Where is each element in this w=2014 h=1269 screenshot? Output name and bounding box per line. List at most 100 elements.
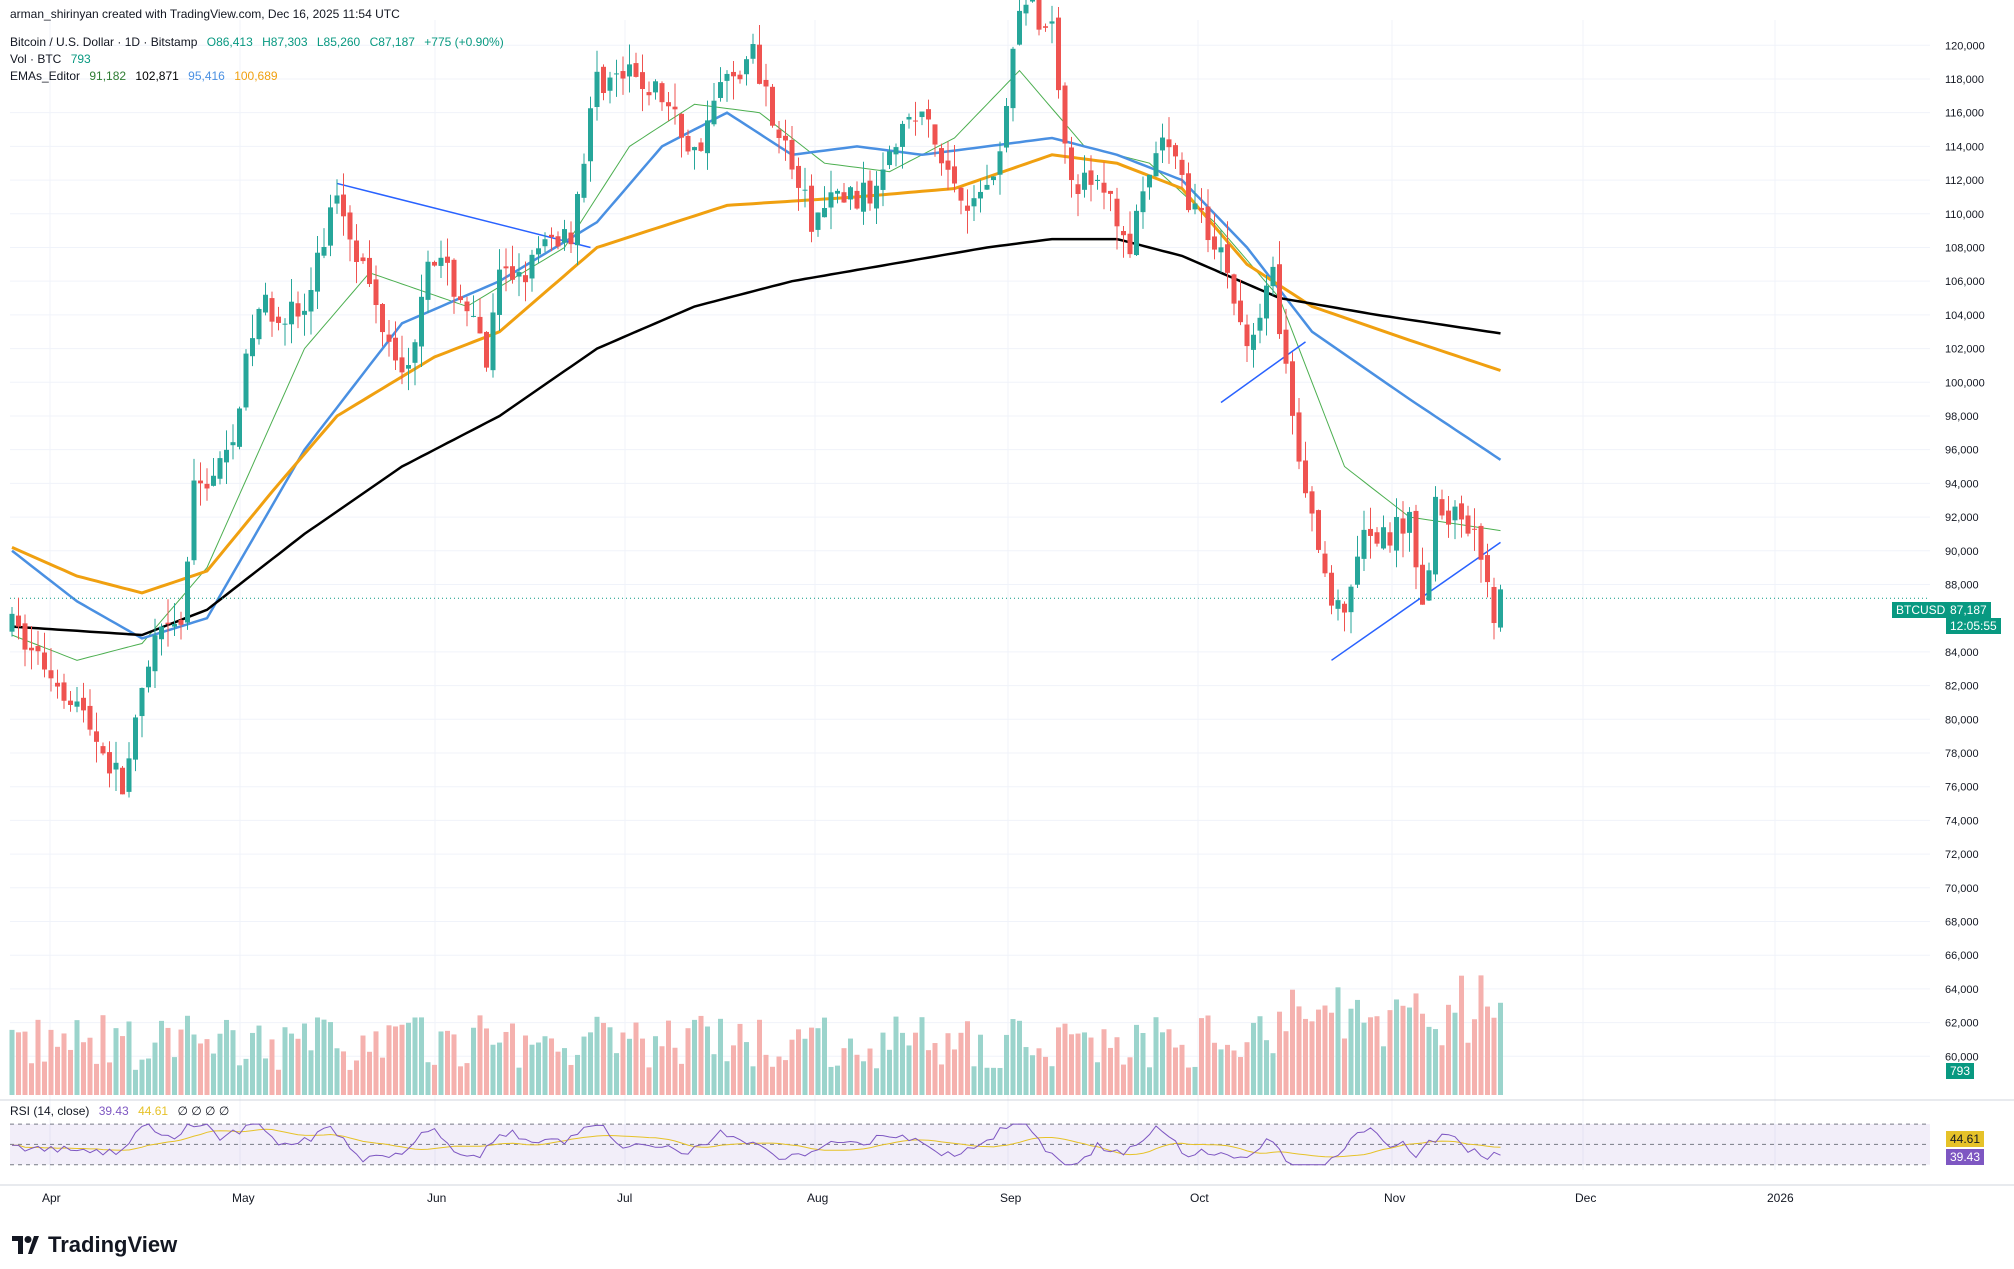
- volume-bar: [1413, 993, 1419, 1095]
- time-tick-label: Jun: [427, 1191, 446, 1205]
- price-axis: 120,000 118,000 116,000 114,000 112,000 110,0…: [1935, 0, 2014, 1269]
- candle-body: [1166, 139, 1172, 148]
- candle-body: [1205, 206, 1211, 241]
- volume-bar: [464, 1063, 470, 1095]
- candle-body: [35, 646, 41, 652]
- volume-bar: [1322, 1005, 1328, 1095]
- candle-body: [1296, 412, 1302, 462]
- ema-legend[interactable]: EMAs_Editor 91,182 102,871 95,416 100,68…: [10, 69, 278, 83]
- volume-bar: [841, 1048, 847, 1095]
- volume-bar: [1368, 1017, 1373, 1095]
- volume-bar: [159, 1020, 164, 1095]
- candle-body: [770, 86, 775, 126]
- time-tick-label: Apr: [42, 1191, 61, 1205]
- volume-bar: [347, 1069, 353, 1095]
- volume-bar: [1394, 999, 1399, 1095]
- volume-bar: [269, 1039, 275, 1095]
- candle-body: [913, 120, 918, 122]
- candle-body: [94, 731, 99, 742]
- volume-bar: [308, 1050, 314, 1095]
- volume-bar: [828, 1066, 834, 1095]
- volume-bar: [100, 1015, 106, 1095]
- volume-bar: [1199, 1018, 1204, 1095]
- candle-body: [1199, 207, 1204, 211]
- candle-body: [1472, 528, 1477, 530]
- volume-bar: [750, 1066, 756, 1095]
- candle-body: [958, 187, 964, 201]
- volume-bar: [627, 1038, 632, 1095]
- volume-bar: [289, 1033, 294, 1095]
- candle-body: [666, 102, 671, 107]
- volume-bar: [516, 1067, 522, 1095]
- candle-body: [1095, 179, 1100, 181]
- candle-body: [1394, 516, 1399, 551]
- candle-body: [139, 687, 145, 717]
- volume-bar: [1049, 1066, 1055, 1095]
- candle-body: [1452, 506, 1458, 521]
- candle-body: [932, 124, 938, 145]
- candle-body: [1036, 0, 1042, 30]
- volume-bar: [1062, 1023, 1068, 1095]
- candle-body: [315, 252, 320, 292]
- tradingview-logo[interactable]: TradingView: [12, 1232, 177, 1258]
- volume-bar: [328, 1022, 333, 1095]
- volume-bar: [1459, 975, 1464, 1095]
- grid-lines: [10, 20, 1930, 1170]
- volume-bar: [445, 1030, 450, 1095]
- rsi-legend[interactable]: RSI (14, close) 39.43 44.61 ∅ ∅ ∅ ∅: [10, 1104, 230, 1118]
- price-tick-label: 110,000: [1945, 209, 1984, 221]
- volume-bar: [451, 1034, 457, 1095]
- volume-bar: [783, 1060, 788, 1095]
- ema200-line: [11, 237, 1501, 637]
- candle-body: [230, 442, 236, 446]
- volume-bar: [217, 1033, 223, 1095]
- candle-body: [243, 353, 249, 408]
- candle-body: [815, 212, 821, 230]
- volume-bar: [731, 1045, 736, 1095]
- candle-body: [1017, 10, 1022, 45]
- candle-body: [165, 622, 171, 625]
- volume-bar: [503, 1031, 509, 1095]
- candle-body: [939, 148, 944, 164]
- volume-bar: [1225, 1044, 1230, 1095]
- volume-bar: [1283, 1031, 1289, 1095]
- price-tick-label: 102,000: [1945, 344, 1985, 356]
- candle-body: [289, 301, 294, 325]
- candle-body: [146, 666, 151, 688]
- volume-bar: [393, 1026, 398, 1095]
- volume-bar: [1251, 1022, 1256, 1095]
- trend-line: [1220, 341, 1306, 404]
- volume-bar: [640, 1038, 645, 1095]
- volume-bar: [685, 1028, 691, 1095]
- candle-body: [1088, 170, 1094, 185]
- candle-body: [718, 82, 723, 98]
- volume-bar: [770, 1066, 775, 1095]
- volume-bar: [1114, 1037, 1120, 1095]
- candle-body: [1329, 572, 1334, 606]
- volume-bar: [900, 1032, 905, 1095]
- candle-body: [874, 185, 879, 209]
- price-tick-label: 62,000: [1945, 1018, 1979, 1030]
- candle-body: [386, 334, 392, 342]
- volume-bar: [458, 1066, 463, 1095]
- volume-bar: [1433, 1029, 1438, 1095]
- ema100-line: [11, 153, 1501, 595]
- time-tick-label: 2026: [1767, 1191, 1794, 1205]
- candle-body: [250, 338, 255, 357]
- volume-bar: [471, 1027, 476, 1095]
- volume-bar: [1121, 1064, 1126, 1095]
- volume-bar: [425, 1062, 431, 1095]
- candle-body: [549, 234, 554, 237]
- candle-body: [237, 408, 242, 447]
- candle-body: [451, 259, 457, 297]
- volume-bar: [1043, 1056, 1048, 1095]
- candle-body: [1153, 153, 1159, 177]
- volume-bar: [1309, 1021, 1315, 1095]
- volume-bar: [1290, 989, 1295, 1095]
- volume-bar: [1238, 1057, 1243, 1095]
- trend-line: [1331, 541, 1501, 661]
- candle-body: [1478, 525, 1484, 560]
- ema-lines: [11, 69, 1502, 661]
- symbol-name[interactable]: Bitcoin / U.S. Dollar · 1D · Bitstamp: [10, 35, 198, 49]
- volume-legend[interactable]: Vol · BTC 793: [10, 52, 91, 66]
